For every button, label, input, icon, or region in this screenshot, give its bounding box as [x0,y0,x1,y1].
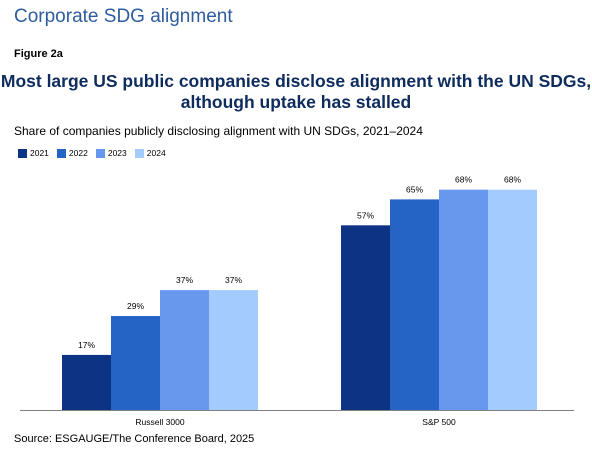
headline-line-2: although uptake has stalled [180,92,412,112]
legend-item-2022: 2022 [56,148,88,158]
bar-2022-0 [111,316,160,410]
legend-label-2021: 2021 [30,148,49,158]
data-label-2023-0: 37% [176,275,193,285]
figure-label: Figure 2a [14,48,63,60]
bar-2023-0 [160,290,209,410]
legend-swatch-2021 [18,148,27,158]
bar-2021-0 [62,354,111,410]
data-label-2021-0: 17% [78,340,95,350]
legend-label-2022: 2022 [68,148,88,158]
data-label-2022-1: 65% [406,184,423,194]
source-note: Source: ESGAUGE/The Conference Board, 20… [14,433,255,445]
legend-item-2021: 2021 [18,148,49,158]
category-label-1: S&P 500 [422,417,456,427]
category-label-0: Russell 3000 [135,417,184,427]
data-label-2021-1: 57% [357,210,374,220]
section-title: Corporate SDG alignment [14,6,233,27]
data-label-2022-0: 29% [127,301,144,311]
legend-swatch-2024 [134,148,144,158]
data-label-2024-1: 68% [504,175,521,185]
headline-line-1: Most large US public companies disclose … [0,71,592,91]
chart-headline: Most large US public companies disclose … [0,71,592,113]
bar-2024-1 [488,189,537,410]
bar-2023-1 [439,189,488,410]
data-label-2023-1: 68% [455,175,472,185]
legend-item-2023: 2023 [95,148,127,158]
legend-swatch-2022 [56,148,66,158]
legend-label-2024: 2024 [146,148,166,158]
chart-subtitle: Share of companies publicly disclosing a… [14,124,423,138]
bar-2022-1 [390,199,439,410]
bar-2021-1 [341,225,390,410]
bar-2024-0 [209,290,258,410]
legend-label-2023: 2023 [107,148,127,158]
chart-legend: 2021 2022 2023 2024 [18,148,166,158]
data-label-2024-0: 37% [225,275,242,285]
legend-swatch-2023 [95,148,105,158]
legend-item-2024: 2024 [134,148,166,158]
